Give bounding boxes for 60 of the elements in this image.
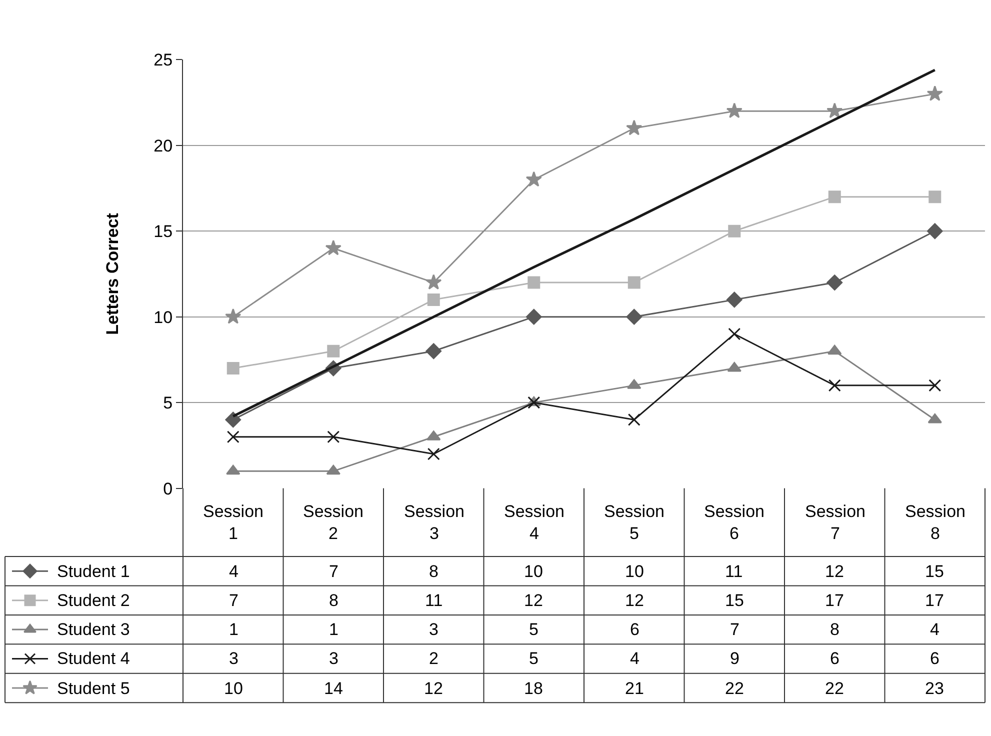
- data-label: 1: [329, 620, 338, 639]
- legend-label: Student 5: [57, 679, 130, 698]
- data-label: 7: [730, 620, 740, 639]
- data-label: 3: [329, 649, 338, 668]
- data-label: 7: [329, 562, 338, 581]
- x-tick-label: Session 5: [604, 502, 664, 544]
- data-label: 2: [429, 649, 438, 668]
- legend-label: Student 1: [57, 562, 130, 581]
- y-tick-label: 20: [154, 136, 173, 156]
- data-label: 4: [630, 649, 640, 668]
- data-label: 17: [825, 591, 844, 610]
- data-label: 8: [429, 562, 438, 581]
- data-label: 5: [529, 620, 538, 639]
- data-label: 1: [229, 620, 238, 639]
- legend-label: Student 2: [57, 591, 130, 610]
- data-label: 21: [625, 679, 644, 698]
- data-label: 12: [625, 591, 644, 610]
- data-label: 6: [830, 649, 840, 668]
- data-label: 10: [625, 562, 644, 581]
- data-label: 11: [725, 562, 743, 581]
- x-tick-label: Session 7: [805, 502, 866, 544]
- data-label: 22: [725, 679, 744, 698]
- data-label: 8: [329, 591, 338, 610]
- data-label: 4: [930, 620, 940, 639]
- data-label: 10: [524, 562, 543, 581]
- data-label: 6: [930, 649, 940, 668]
- data-label: 18: [524, 679, 543, 698]
- y-tick-label: 10: [154, 308, 173, 327]
- x-tick-label: Session 4: [504, 502, 564, 544]
- y-tick-label: 15: [154, 222, 173, 242]
- y-tick-label: 5: [163, 394, 173, 413]
- data-label: 3: [429, 620, 438, 639]
- y-axis-title: Letters Correct: [103, 212, 122, 335]
- data-label: 8: [830, 620, 840, 639]
- data-label: 14: [324, 679, 343, 698]
- data-label: 6: [630, 620, 640, 639]
- data-label: 3: [229, 649, 238, 668]
- x-tick-label: Session 1: [203, 502, 264, 544]
- y-tick-label: 25: [154, 50, 173, 70]
- data-label: 12: [524, 591, 543, 610]
- legend-label: Student 4: [57, 649, 130, 668]
- data-label: 9: [730, 649, 740, 668]
- data-label: 11: [425, 591, 443, 610]
- data-label: 22: [825, 679, 844, 698]
- x-tick-label: Session 3: [404, 502, 464, 544]
- data-label: 5: [529, 649, 538, 668]
- x-tick-label: Session 6: [704, 502, 764, 544]
- data-label: 23: [925, 679, 944, 698]
- data-label: 12: [424, 679, 443, 698]
- x-tick-label: Session 2: [303, 502, 364, 544]
- data-label: 17: [925, 591, 944, 610]
- legend-label: Student 3: [57, 620, 130, 639]
- y-tick-label: 0: [163, 479, 173, 498]
- data-label: 12: [825, 562, 844, 581]
- x-tick-label: Session 8: [905, 502, 966, 544]
- data-label: 10: [224, 679, 243, 698]
- data-label: 7: [229, 591, 238, 610]
- data-label: 4: [229, 562, 238, 581]
- data-label: 15: [925, 562, 944, 581]
- data-label: 15: [725, 591, 744, 610]
